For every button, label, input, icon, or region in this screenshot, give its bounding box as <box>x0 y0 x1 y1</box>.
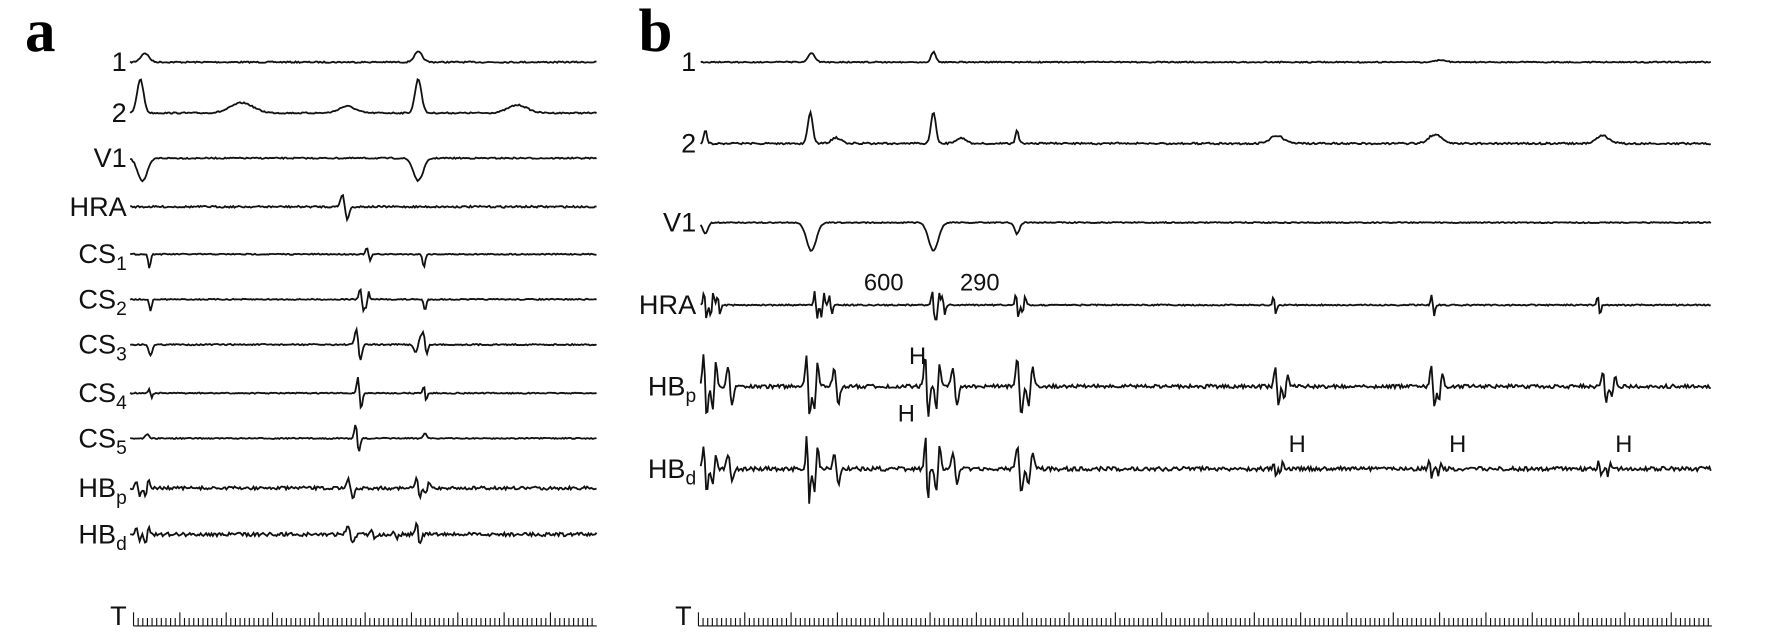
channel-label: V1 <box>94 142 127 173</box>
trace <box>129 78 597 115</box>
panel-label: a <box>25 0 56 65</box>
channel-name: CS <box>78 238 116 269</box>
panel-label: b <box>639 0 673 65</box>
channel-subscript: 1 <box>116 254 127 275</box>
trace <box>129 287 597 314</box>
channel-label: HRA <box>639 289 697 320</box>
channel-label: HBp <box>78 472 126 509</box>
channel-subscript: p <box>116 488 127 509</box>
trace <box>699 220 1712 252</box>
channel-label: HBp <box>648 370 696 407</box>
channel-label: 2 <box>112 97 127 128</box>
trace <box>129 247 597 270</box>
channel-name: HB <box>648 370 686 401</box>
channel-name: 2 <box>681 128 696 159</box>
annotation: 600 <box>864 270 904 296</box>
channel-subscript: 2 <box>116 299 127 320</box>
time-label: T <box>675 600 692 631</box>
trace <box>700 50 1712 64</box>
channel-name: CS <box>78 283 116 314</box>
channel-subscript: 4 <box>116 393 127 414</box>
channel-label: HRA <box>70 191 128 222</box>
channel-label: CS4 <box>78 377 127 414</box>
channel-name: HB <box>648 453 686 484</box>
annotation: H <box>1615 432 1632 458</box>
trace <box>130 520 598 545</box>
channel-name: CS <box>78 422 116 453</box>
channel-label: CS1 <box>78 238 126 275</box>
trace <box>700 290 1711 321</box>
channel-name: 1 <box>681 46 696 77</box>
channel-label: 1 <box>112 46 127 77</box>
channel-name: HRA <box>639 289 697 320</box>
channel-name: HRA <box>70 191 128 222</box>
channel-label: 2 <box>681 128 696 159</box>
annotation: 290 <box>960 270 1000 296</box>
trace <box>129 50 597 64</box>
trace <box>129 424 597 452</box>
time-label: T <box>110 600 127 631</box>
channel-label: HBd <box>648 453 696 490</box>
trace <box>699 436 1712 504</box>
channel-label: HBd <box>78 518 126 555</box>
channel-subscript: d <box>686 469 697 490</box>
trace <box>129 475 597 501</box>
channel-name: HB <box>78 518 116 549</box>
channel-name: 1 <box>112 46 127 77</box>
channel-subscript: p <box>686 386 697 407</box>
channel-name: CS <box>78 329 116 360</box>
trace <box>699 354 1711 417</box>
channel-label: CS3 <box>78 329 126 366</box>
annotation: H <box>1449 432 1466 458</box>
trace <box>129 156 598 183</box>
channel-label: 1 <box>681 46 696 77</box>
channel-name: 2 <box>112 97 127 128</box>
channel-label: V1 <box>663 207 696 238</box>
trace <box>130 326 597 361</box>
annotation: H <box>1289 432 1306 458</box>
channel-label: CS2 <box>78 283 126 320</box>
trace <box>700 109 1711 146</box>
trace <box>130 193 597 223</box>
channel-name: V1 <box>94 142 127 173</box>
channel-subscript: 3 <box>116 344 127 365</box>
channel-name: CS <box>78 377 116 408</box>
channel-name: HB <box>78 472 116 503</box>
annotation: H <box>909 344 926 370</box>
channel-name: V1 <box>663 207 696 238</box>
channel-subscript: 5 <box>116 438 127 459</box>
trace <box>129 376 597 410</box>
channel-label: CS5 <box>78 422 126 459</box>
annotation: H <box>898 401 915 427</box>
channel-subscript: d <box>116 534 127 555</box>
